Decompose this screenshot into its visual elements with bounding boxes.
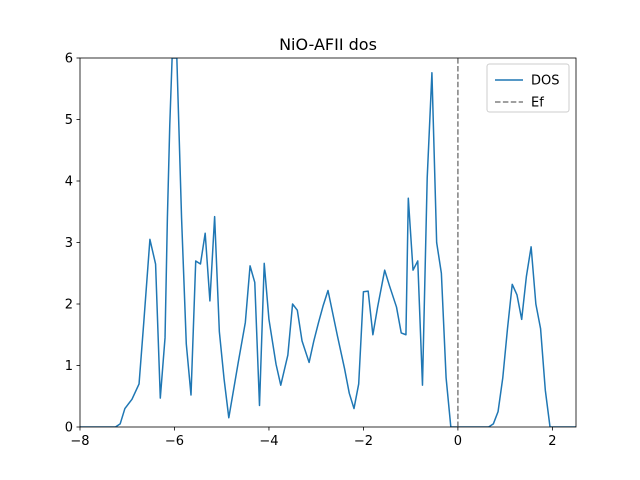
legend: DOS Ef — [486, 63, 570, 113]
series-line-dos — [80, 58, 576, 427]
y-tick-label: 3 — [65, 236, 73, 251]
x-tick-label: −6 — [165, 434, 184, 449]
x-tick-label: −2 — [354, 434, 373, 449]
legend-label-dos: DOS — [531, 74, 560, 89]
y-tick-label: 1 — [65, 359, 73, 374]
x-tick-label: −8 — [70, 434, 89, 449]
x-tick-label: −4 — [259, 434, 278, 449]
axes: −8 −6 −4 −2 0 2 0 1 2 3 4 5 6 — [65, 52, 577, 449]
y-tick-label: 0 — [65, 421, 73, 436]
chart-title: NiO-AFII dos — [279, 35, 377, 54]
x-tick-label: 0 — [454, 434, 462, 449]
x-tick-label: 2 — [548, 434, 556, 449]
legend-box — [486, 63, 570, 113]
y-tick-label: 6 — [65, 52, 73, 67]
y-tick-label: 2 — [65, 298, 73, 313]
legend-label-ef: Ef — [531, 96, 544, 111]
y-tick-label: 5 — [65, 113, 73, 128]
plot-area — [80, 58, 576, 427]
y-tick-label: 4 — [65, 175, 73, 190]
